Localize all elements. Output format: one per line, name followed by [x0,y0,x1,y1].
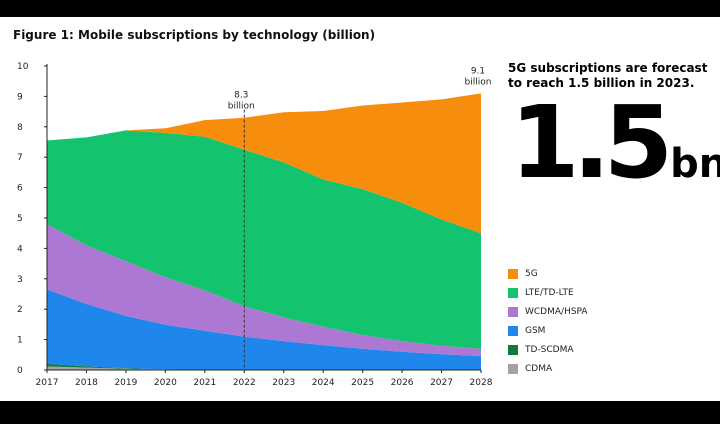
legend-item-td-scdma: TD-SCDMA [508,340,588,359]
legend-label: LTE/TD-LTE [525,287,574,298]
legend-swatch [508,306,518,317]
y-tick-label: 2 [17,305,23,315]
figure-panel: Figure 1: Mobile subscriptions by techno… [0,17,720,401]
legend-swatch [508,287,518,298]
legend-item-gsm: GSM [508,321,588,340]
legend-item-5g: 5G [508,264,588,283]
y-tick-label: 5 [17,214,23,224]
legend-swatch [508,363,518,374]
legend-swatch [508,325,518,336]
x-tick-label: 2021 [193,378,216,388]
legend-label: 5G [525,268,538,279]
big-number-value: 1.5 [510,84,673,201]
legend-swatch [508,268,518,279]
legend-label: TD-SCDMA [525,344,574,355]
area-wcdma-hspa [47,224,481,356]
y-tick-label: 9 [17,92,23,102]
y-tick-label: 3 [17,275,23,285]
annotation-label: 9.1 billion [465,66,492,87]
figure-title: Figure 1: Mobile subscriptions by techno… [13,28,376,42]
legend-item-wcdma-hspa: WCDMA/HSPA [508,302,588,321]
x-tick-label: 2024 [312,378,335,388]
y-tick-label: 4 [17,244,23,254]
x-tick-label: 2027 [430,378,453,388]
x-tick-label: 2020 [154,378,177,388]
legend-swatch [508,344,518,355]
x-tick-label: 2028 [470,378,493,388]
y-tick-label: 1 [17,336,23,346]
area-gsm [47,289,481,370]
annotation-label: 8.3 billion [228,91,255,112]
y-tick-label: 7 [17,153,23,163]
y-tick-label: 6 [17,184,23,194]
forecast-callout: 5G subscriptions are forecast to reach 1… [508,61,708,90]
x-tick-label: 2022 [233,378,256,388]
x-tick-label: 2018 [75,378,98,388]
legend-label: CDMA [525,363,553,374]
x-tick-label: 2017 [36,378,59,388]
area-5g [47,93,481,234]
legend-item-lte-td-lte: LTE/TD-LTE [508,283,588,302]
x-tick-label: 2025 [351,378,374,388]
y-tick-label: 0 [17,366,23,376]
legend-label: GSM [525,325,546,336]
area-lte-td-lte [47,130,481,349]
big-number: 1.5 bn [510,93,720,193]
legend-item-cdma: CDMA [508,359,588,378]
legend-label: WCDMA/HSPA [525,306,588,317]
chart-legend: 5G LTE/TD-LTE WCDMA/HSPA GSM TD-SCDMA CDMA [508,264,588,378]
x-tick-label: 2026 [391,378,414,388]
big-number-unit: bn [670,141,720,187]
y-tick-label: 10 [17,62,29,72]
y-tick-label: 8 [17,123,23,133]
x-tick-label: 2023 [272,378,295,388]
x-tick-label: 2019 [114,378,137,388]
stacked-area-chart: 0 1 2 3 4 5 6 7 8 9 10 2017 2018 2019 2020 2021 2022 2023… [17,62,493,388]
